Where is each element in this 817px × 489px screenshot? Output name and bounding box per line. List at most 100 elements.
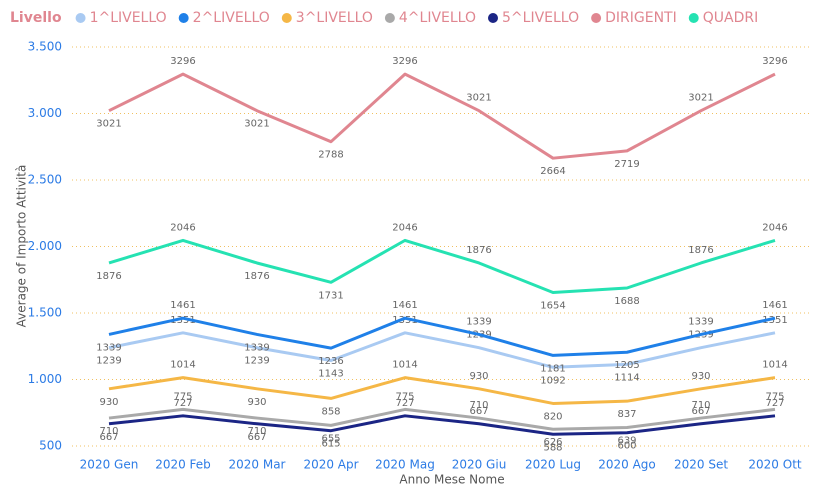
data-label: 775	[395, 391, 414, 402]
x-tick-label: 2020 Feb	[155, 458, 211, 472]
x-tick-label: 2020 Lug	[525, 458, 581, 472]
legend-swatch	[281, 13, 292, 23]
legend-label: 1^LIVELLO	[90, 10, 167, 26]
x-tick-label: 2020 Set	[674, 458, 728, 472]
data-label: 626	[543, 437, 562, 448]
legend-title: Livello	[10, 10, 62, 26]
data-label: 1654	[540, 301, 565, 312]
data-label: 1351	[762, 315, 787, 326]
data-label: 1092	[540, 375, 565, 386]
data-label: 1339	[466, 316, 491, 327]
data-label: 3021	[244, 119, 269, 130]
data-label: 1236	[318, 356, 343, 367]
data-label: 667	[99, 432, 118, 443]
data-label: 1688	[614, 296, 639, 307]
x-axis-title: Anno Mese Nome	[399, 473, 504, 487]
data-label: 1143	[318, 368, 343, 379]
data-label: 727	[765, 398, 784, 409]
data-label: 1461	[762, 300, 787, 311]
data-label: 837	[617, 409, 636, 420]
legend-swatch	[688, 13, 699, 23]
data-label: 1339	[688, 316, 713, 327]
legend-swatch	[488, 13, 498, 23]
data-label: 775	[173, 391, 192, 402]
data-label: 710	[469, 400, 488, 411]
data-label: 2046	[170, 222, 195, 233]
data-label: 930	[691, 371, 710, 382]
data-label: 930	[247, 397, 266, 408]
data-label: 1181	[540, 363, 565, 374]
data-label: 727	[395, 398, 414, 409]
legend-label: DIRIGENTI	[605, 10, 677, 26]
data-label: 710	[99, 426, 118, 437]
data-label: 1876	[688, 245, 713, 256]
y-tick-label: 2.000	[28, 239, 62, 253]
data-label: 1239	[244, 356, 269, 367]
y-tick-label: 2.500	[28, 173, 62, 187]
x-tick-label: 2020 Mag	[375, 458, 435, 472]
data-label: 2664	[540, 166, 565, 177]
series-line	[108, 316, 776, 357]
data-label: 1461	[170, 300, 195, 311]
data-label: 3021	[688, 93, 713, 104]
data-label: 655	[321, 433, 340, 444]
series-line	[108, 407, 776, 431]
y-tick-label: 500	[39, 439, 62, 453]
x-tick-label: 2020 Apr	[303, 458, 358, 472]
legend-label: 5^LIVELLO	[502, 10, 579, 26]
data-label: 1876	[466, 245, 491, 256]
data-label: 600	[617, 441, 636, 452]
data-label: 2719	[614, 159, 639, 170]
data-label: 2046	[762, 222, 787, 233]
data-label: 1014	[762, 360, 787, 371]
data-label: 1239	[96, 356, 121, 367]
data-label: 710	[691, 400, 710, 411]
data-label: 3021	[466, 93, 491, 104]
data-label: 615	[321, 439, 340, 450]
data-label: 639	[617, 436, 636, 447]
data-label: 667	[247, 432, 266, 443]
data-label: 2788	[318, 150, 343, 161]
data-label: 667	[691, 406, 710, 417]
series-line	[108, 414, 776, 436]
y-tick-label: 1.500	[28, 306, 62, 320]
data-label: 1339	[96, 342, 121, 353]
series-line	[108, 72, 776, 160]
data-label: 3296	[170, 56, 195, 67]
x-tick-label: 2020 Ott	[748, 458, 802, 472]
x-tick-label: 2020 Mar	[229, 458, 286, 472]
data-label: 930	[469, 371, 488, 382]
legend-label: QUADRI	[703, 10, 758, 26]
legend-swatch	[591, 13, 602, 23]
data-label: 710	[247, 426, 266, 437]
series-line	[108, 238, 776, 295]
data-label: 1114	[614, 372, 639, 383]
data-label: 1351	[392, 315, 417, 326]
data-label: 1351	[170, 315, 195, 326]
y-tick-label: 3.500	[28, 40, 62, 54]
data-label: 930	[99, 397, 118, 408]
data-label: 1876	[244, 271, 269, 282]
data-label: 3296	[762, 56, 787, 67]
data-label: 775	[765, 391, 784, 402]
data-label: 820	[543, 411, 562, 422]
data-label: 1014	[170, 360, 195, 371]
data-label: 1014	[392, 360, 417, 371]
legend-label: 2^LIVELLO	[193, 10, 270, 26]
y-tick-label: 1.000	[28, 372, 62, 386]
legend-label: 3^LIVELLO	[296, 10, 373, 26]
legend-swatch	[384, 13, 395, 23]
legend-label: 4^LIVELLO	[399, 10, 476, 26]
legend-swatch	[75, 13, 86, 23]
y-axis-title: Average of Importo Attività	[15, 165, 29, 328]
data-label: 3021	[96, 119, 121, 130]
data-label: 667	[469, 406, 488, 417]
series-line	[108, 331, 776, 369]
data-label: 2046	[392, 222, 417, 233]
data-label: 1205	[614, 360, 639, 371]
data-label: 1461	[392, 300, 417, 311]
data-label: 727	[173, 398, 192, 409]
data-label: 858	[321, 406, 340, 417]
x-tick-label: 2020 Gen	[80, 458, 139, 472]
